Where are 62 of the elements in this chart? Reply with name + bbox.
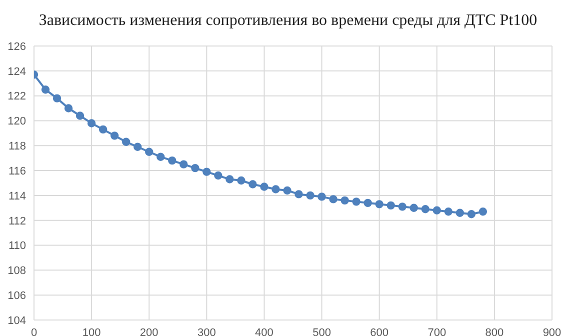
x-tick-label: 0 [30,326,38,336]
point [52,94,62,102]
point [398,202,406,211]
point [467,210,476,218]
point [318,192,326,201]
y-tick-label: 110 [8,240,26,252]
y-tick-label: 114 [8,190,26,202]
point [110,132,119,140]
point [168,156,176,165]
y-tick-label: 116 [8,165,26,178]
point [134,142,142,151]
x-tick-label: 400 [255,326,274,336]
point [202,168,211,176]
point [226,175,234,184]
point [306,191,314,200]
point [294,190,303,198]
point [41,85,50,94]
y-tick-label: 118 [8,140,26,153]
point [76,112,84,120]
point [191,164,200,172]
point [272,185,280,194]
point [248,180,257,188]
point [444,208,452,216]
point [456,208,464,217]
point [180,160,188,168]
point [87,119,96,128]
y-tick-label: 122 [8,90,26,103]
point [260,182,268,191]
x-tick-label: 100 [82,326,101,336]
y-tick-label: 104 [8,314,26,327]
x-tick-label: 200 [140,326,158,336]
point [386,201,395,210]
point [98,125,108,134]
x-tick-label: 500 [312,326,331,336]
y-tick-label: 112 [8,215,26,228]
x-tick-label: 600 [370,326,389,336]
y-tick-label: 106 [8,290,26,302]
point [340,196,349,205]
point [478,208,488,216]
point [421,205,430,214]
point [237,176,246,185]
point [410,204,418,212]
point [214,171,222,180]
x-tick-label: 900 [542,326,562,336]
point [156,152,165,161]
point [145,148,154,156]
x-tick-label: 800 [485,326,504,336]
point [283,186,292,195]
x-tick-label: 700 [428,326,446,336]
y-tick-label: 120 [8,116,26,128]
point [64,104,73,112]
point [364,198,372,208]
y-tick-label: 126 [8,40,26,53]
point [432,206,441,214]
point [329,195,338,204]
point [375,200,384,208]
point [352,198,360,206]
point [122,138,130,146]
y-tick-label: 124 [8,66,26,78]
x-tick-label: 300 [197,326,216,336]
chart-title: Зависимость изменения сопротивления во времени среды для ДТС Pt100 [38,12,538,30]
y-tick-label: 108 [8,265,26,278]
